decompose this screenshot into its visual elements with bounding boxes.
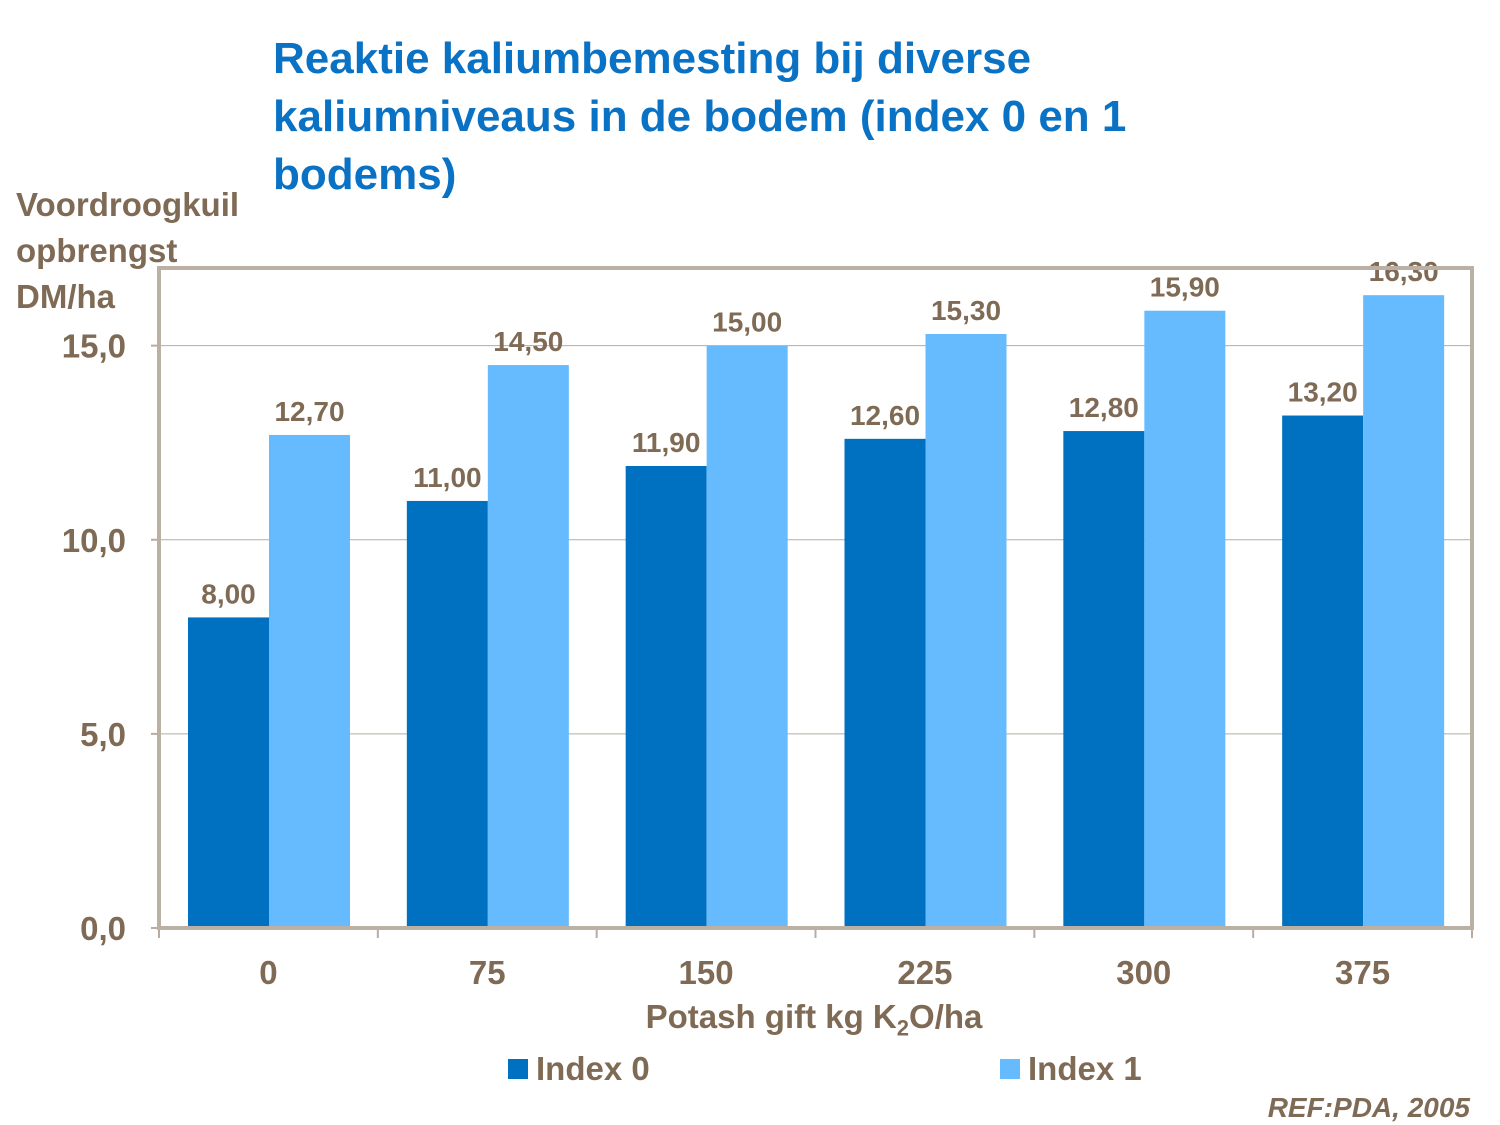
data-label: 12,70 [274, 396, 344, 427]
data-label: 11,00 [413, 462, 482, 493]
x-tick-label: 0 [259, 954, 277, 991]
data-label: 12,60 [850, 400, 920, 431]
data-label: 15,30 [931, 295, 1001, 326]
legend-label: Index 1 [1028, 1050, 1142, 1087]
reference-note: REF:PDA, 2005 [1267, 1092, 1470, 1123]
x-tick-label: 225 [897, 954, 952, 991]
bar-index-0 [844, 438, 926, 928]
data-label: 15,90 [1150, 272, 1220, 303]
bar-index-0 [406, 500, 488, 928]
legend-item-index-1: Index 1 [1000, 1050, 1142, 1088]
chart-title: Reaktie kaliumbemesting bij diverse kali… [273, 34, 1127, 199]
legend-item-index-0: Index 0 [508, 1050, 650, 1088]
plot-area-border [157, 266, 1474, 930]
data-label: 16,30 [1369, 256, 1439, 287]
bar-index-1 [1144, 310, 1226, 928]
legend-swatch [1000, 1059, 1020, 1079]
bar-index-1 [706, 345, 788, 928]
x-axis-label: Potash gift kg K2O/ha [0, 998, 1500, 1042]
x-axis-label-main: Potash gift kg K [645, 998, 897, 1035]
x-tick-label: 375 [1335, 954, 1390, 991]
bar-index-1 [487, 365, 569, 928]
x-axis-label-end: O/ha [909, 998, 983, 1035]
bar-index-0 [1063, 431, 1145, 928]
data-label: 14,50 [493, 326, 563, 357]
x-tick-label: 300 [1116, 954, 1171, 991]
legend-swatch [508, 1059, 528, 1079]
y-tick-label: 15,0 [62, 328, 126, 365]
y-axis-label: Voordroogkuil opbrengst DM/ha [16, 186, 240, 315]
data-label: 13,20 [1288, 377, 1358, 408]
legend-label: Index 0 [536, 1050, 650, 1087]
x-tick-label: 75 [469, 954, 506, 991]
bar-index-1 [925, 334, 1007, 928]
y-tick-label: 0,0 [80, 910, 126, 947]
bar-index-0 [188, 617, 269, 928]
bar-index-1 [269, 434, 350, 928]
y-tick-label: 5,0 [80, 716, 126, 753]
x-axis-label-subscript: 2 [896, 1015, 910, 1041]
bar-index-0 [625, 466, 707, 928]
bar-index-0 [1282, 415, 1364, 928]
x-tick-label: 150 [679, 954, 734, 991]
data-label: 12,80 [1069, 392, 1139, 423]
data-label: 8,00 [201, 578, 256, 609]
bar-index-1 [1363, 295, 1445, 928]
data-label: 15,00 [712, 307, 782, 338]
data-label: 11,90 [632, 427, 701, 458]
y-tick-label: 10,0 [62, 522, 126, 559]
